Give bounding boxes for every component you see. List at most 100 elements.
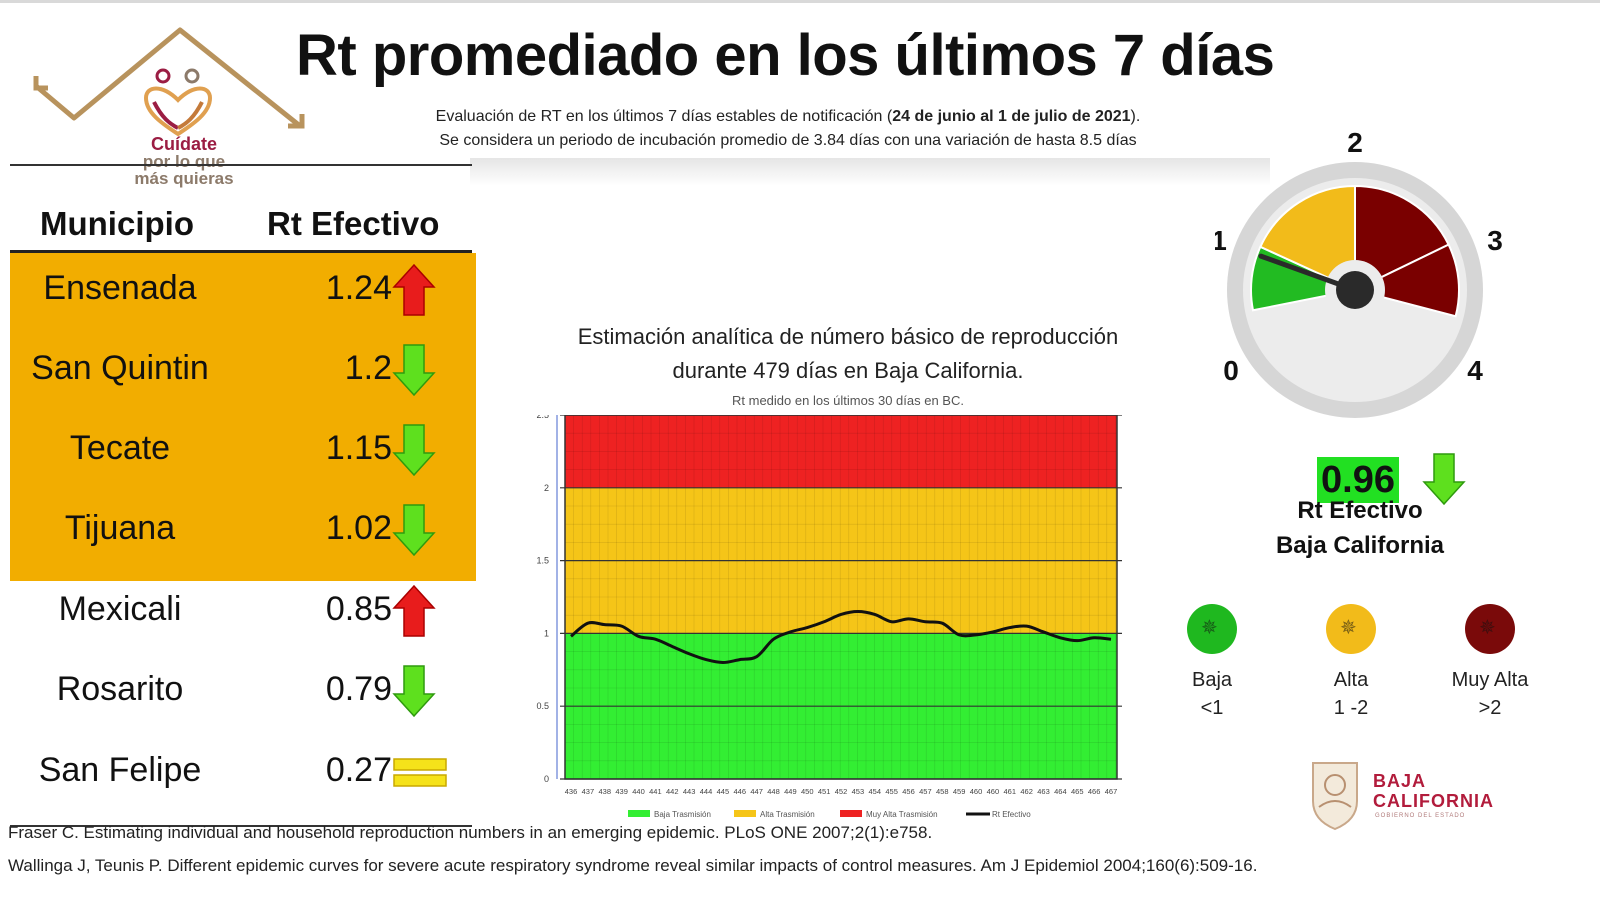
subtitle-line2: Se considera un periodo de incubación pr… <box>439 132 1137 149</box>
gauge-knob <box>1336 271 1374 309</box>
chart-subtitle: Rt medido en los últimos 30 días en BC. <box>732 393 964 408</box>
legend-range: <1 <box>1200 697 1224 719</box>
municipio-name: Tecate <box>69 429 171 467</box>
x-tick-label: 464 <box>1054 787 1067 796</box>
svg-text:Rt Efectivo: Rt Efectivo <box>992 810 1031 819</box>
municipio-name: Ensenada <box>43 269 197 307</box>
x-tick-label: 460 <box>987 787 1000 796</box>
table-row: Ensenada 1.24 <box>10 251 476 331</box>
y-tick-label: 0 <box>544 774 549 784</box>
gauge-sector-very-high-a <box>1354 184 1450 292</box>
x-tick-label: 459 <box>953 787 966 796</box>
rt-gauge: 0 1 2 3 4 <box>1215 130 1503 418</box>
x-tick-label: 452 <box>835 787 848 796</box>
chart-legend-item: Rt Efectivo <box>966 810 1031 819</box>
chart-legend-item: Alta Trasmisión <box>734 810 815 819</box>
gauge-label-2: 2 <box>1347 130 1363 158</box>
legend-range: 1 -2 <box>1333 697 1369 719</box>
reference-1: Fraser C. Estimating individual and hous… <box>8 823 933 842</box>
rt-value: 0.79 <box>325 670 392 708</box>
bc-logo-line3: GOBIERNO DEL ESTADO <box>1375 813 1466 819</box>
y-tick-label: 2.5 <box>536 415 549 420</box>
rt-value: 0.85 <box>325 590 392 628</box>
legend-muy-alta: ✵ Muy Alta >2 <box>1435 604 1545 722</box>
y-tick-label: 1.5 <box>536 556 549 566</box>
virus-icon: ✵ <box>1326 604 1376 654</box>
trend-down-icon <box>392 665 436 718</box>
legend-baja: ✵ Baja <1 <box>1157 604 1267 722</box>
x-tick-label: 440 <box>632 787 645 796</box>
legend-alta: ✵ Alta 1 -2 <box>1296 604 1406 722</box>
rt-value: 0.27 <box>325 751 392 789</box>
chart-title: Estimación analítica de número básico de… <box>528 320 1168 388</box>
x-tick-label: 456 <box>902 787 915 796</box>
table-row: Rosarito 0.79 <box>10 652 476 732</box>
trend-equal-icon <box>393 758 447 787</box>
band-2 <box>565 415 1117 488</box>
subtitle-suffix: ). <box>1130 108 1141 125</box>
municipio-name: Mexicali <box>58 590 182 628</box>
gauge-label-0: 0 <box>1223 355 1239 386</box>
x-tick-label: 466 <box>1088 787 1101 796</box>
y-tick-label: 2 <box>544 483 549 493</box>
x-tick-label: 443 <box>683 787 696 796</box>
table-row: Mexicali 0.85 <box>10 572 476 652</box>
x-tick-label: 442 <box>666 787 679 796</box>
x-tick-label: 444 <box>700 787 713 796</box>
subtitle-prefix: Evaluación de RT en los últimos 7 días e… <box>435 108 893 125</box>
reference-2: Wallinga J, Teunis P. Different epidemic… <box>8 856 1258 875</box>
table-bottom-divider <box>10 825 472 827</box>
trend-down-icon <box>392 424 436 477</box>
table-row: Tijuana 1.02 <box>10 491 476 571</box>
bc-rt-value: 0.96 <box>1317 457 1399 503</box>
legend-name: Baja <box>1191 669 1233 691</box>
chart-title-line2: durante 479 días en Baja California. <box>672 358 1024 383</box>
logo-line1: Cuídate <box>150 134 217 154</box>
header-divider <box>10 164 472 166</box>
table-row: Tecate 1.15 <box>10 411 476 491</box>
x-tick-label: 454 <box>868 787 881 796</box>
x-tick-label: 458 <box>936 787 949 796</box>
x-tick-label: 460 <box>970 787 983 796</box>
table-row: San Felipe 0.27 <box>10 733 476 813</box>
x-tick-label: 463 <box>1037 787 1050 796</box>
legend-range: >2 <box>1478 697 1502 719</box>
municipio-name: San Quintin <box>31 349 209 387</box>
bc-logo-line2: CALIFORNIA <box>1373 791 1494 811</box>
x-tick-label: 451 <box>818 787 831 796</box>
x-tick-label: 448 <box>767 787 780 796</box>
svg-text:Muy Alta Trasmisión: Muy Alta Trasmisión <box>866 810 938 819</box>
bc-state-label: Baja California <box>1275 532 1445 559</box>
rt-line-chart: 0 0.5 1 1.5 2 2.5 436 437 438 439 440 441 442 443 444 4… <box>536 415 1122 819</box>
chart-grid <box>564 415 1117 780</box>
table-header-divider <box>10 250 472 253</box>
x-tick-label: 457 <box>919 787 932 796</box>
rt-value: 1.02 <box>325 509 392 547</box>
x-tick-label: 462 <box>1020 787 1033 796</box>
bc-trend-down-icon <box>1422 453 1466 506</box>
x-tick-label: 453 <box>852 787 865 796</box>
trend-down-icon <box>392 504 436 557</box>
state-seal-icon <box>1312 762 1358 831</box>
x-tick-label: 467 <box>1105 787 1118 796</box>
legend-label: Baja <1 <box>1157 666 1267 722</box>
bc-logo-text: BAJA CALIFORNIA <box>1373 771 1494 811</box>
municipio-name: San Felipe <box>38 751 202 789</box>
x-tick-label: 436 <box>565 787 578 796</box>
gauge-label-3: 3 <box>1487 225 1503 256</box>
trend-down-icon <box>392 344 436 397</box>
x-tick-label: 438 <box>598 787 611 796</box>
bc-rt-label: Rt Efectivo <box>1297 497 1423 524</box>
gauge-sector-high <box>1259 184 1356 292</box>
x-tick-label: 441 <box>649 787 662 796</box>
y-tick-label: 0.5 <box>536 701 549 711</box>
virus-icon: ✵ <box>1465 604 1515 654</box>
x-tick-label: 465 <box>1071 787 1084 796</box>
bc-logo-line1: BAJA <box>1373 771 1427 791</box>
trend-up-icon <box>392 263 436 316</box>
x-tick-label: 461 <box>1003 787 1016 796</box>
high-transmission-block <box>10 253 476 581</box>
municipio-name: Tijuana <box>64 509 176 547</box>
municipio-name: Rosarito <box>56 670 184 708</box>
x-tick-label: 449 <box>784 787 797 796</box>
